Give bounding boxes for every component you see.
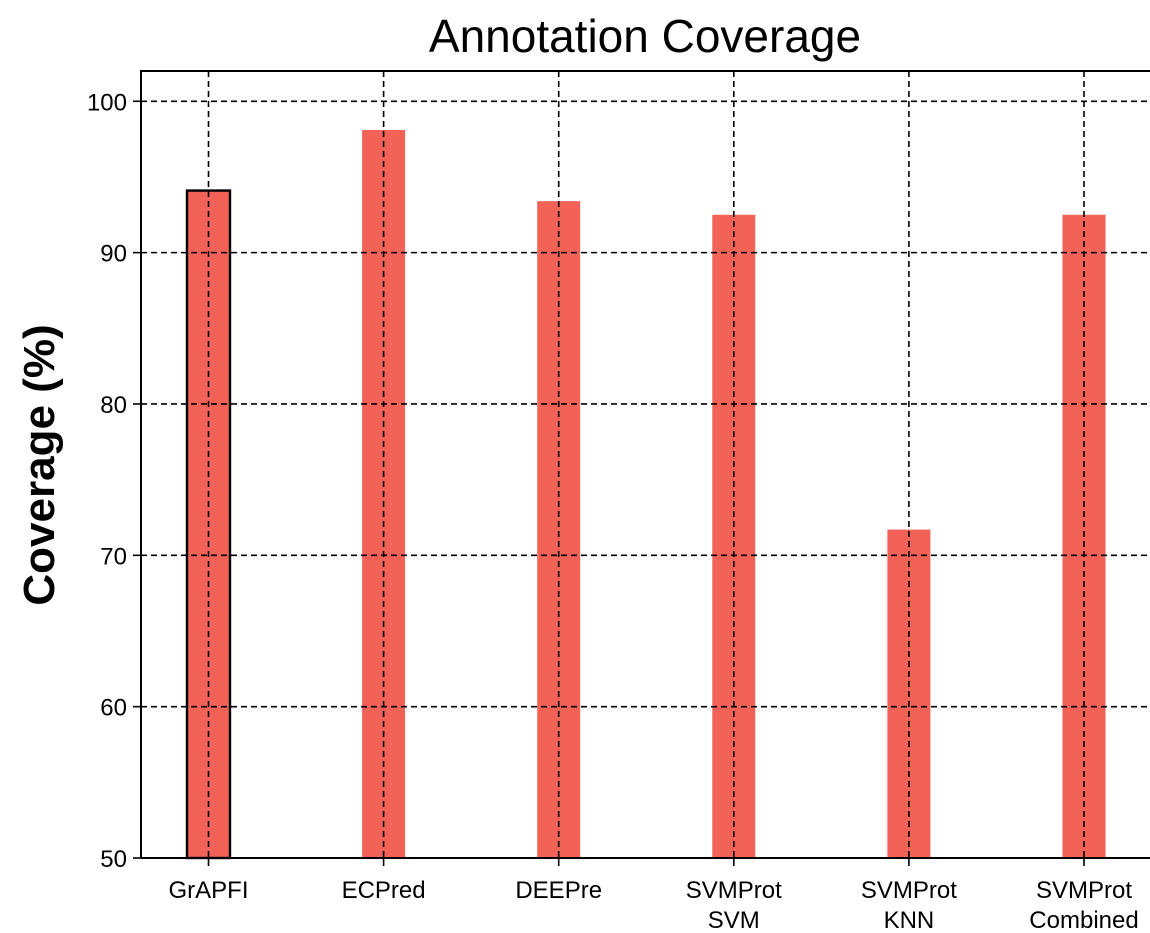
x-tick-label: ECPred: [342, 877, 426, 904]
y-ticks: 50 60 70 80 90 100: [87, 89, 141, 873]
y-tick-label: 100: [87, 89, 127, 116]
y-tick-label: 70: [100, 543, 127, 570]
y-tick-label: 50: [100, 846, 127, 873]
bar-deepre: [537, 201, 581, 858]
y-tick-label: 80: [100, 392, 127, 419]
y-axis-label: Coverage (%): [15, 324, 64, 605]
chart-title: Annotation Coverage: [429, 10, 861, 62]
x-tick-label: KNN: [884, 907, 935, 933]
x-ticks: GrAPFI ECPred DEEPre SVMProt SVM SVMProt KNN SV…: [168, 858, 1139, 933]
x-tick-label: SVMProt: [861, 877, 957, 904]
bars: [185, 130, 1106, 860]
x-tick-label: SVMProt: [1036, 877, 1132, 904]
axes: [140, 70, 1150, 859]
x-tick-label: Combined: [1029, 907, 1138, 933]
x-tick-label: DEEPre: [515, 877, 602, 904]
x-tick-label: SVMProt: [686, 877, 782, 904]
x-tick-label: SVM: [708, 907, 760, 933]
y-tick-label: 90: [100, 241, 127, 268]
x-tick-label: GrAPFI: [168, 877, 248, 904]
plot-frame: [140, 70, 1150, 858]
gridlines: [141, 71, 1150, 858]
y-tick-label: 60: [100, 695, 127, 722]
